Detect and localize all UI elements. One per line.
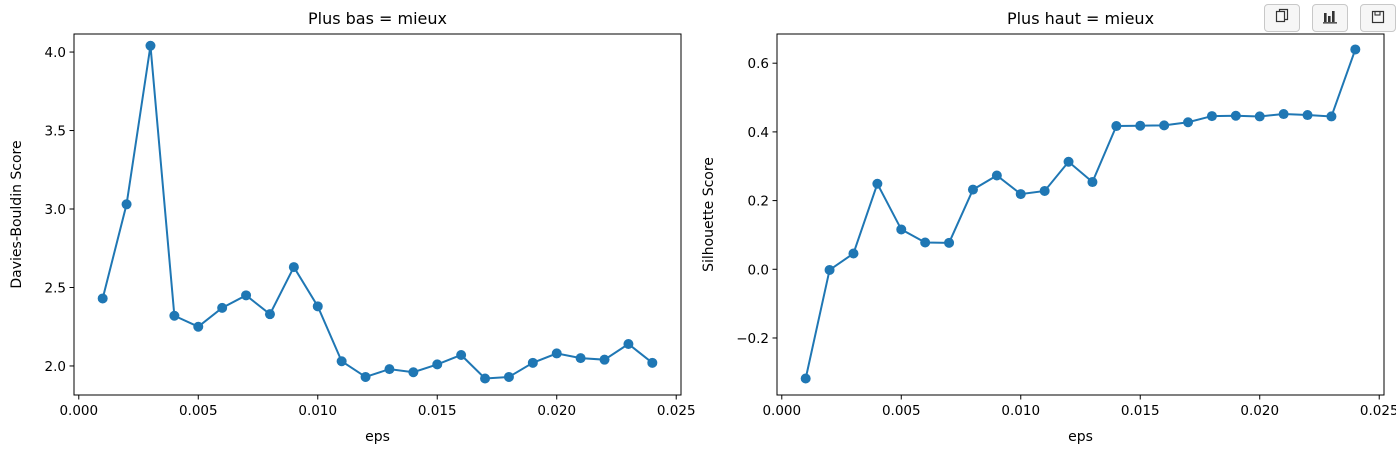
data-point (145, 40, 156, 51)
data-point (1159, 120, 1170, 131)
data-point (288, 262, 299, 273)
data-point (1111, 121, 1122, 132)
data-point (480, 373, 491, 384)
data-point (848, 248, 859, 259)
y-tick-label: 4.0 (45, 45, 66, 61)
data-point (384, 364, 395, 375)
x-tick-label: 0.010 (1001, 403, 1040, 419)
x-tick-label: 0.005 (882, 403, 921, 419)
data-point (193, 321, 204, 332)
bar-chart-button[interactable] (1312, 4, 1348, 32)
data-point (967, 184, 978, 195)
chart-1: Plus bas = mieux 0.000 0.005 0.010 0.015 0.02… (9, 9, 696, 445)
chart-title: Plus bas = mieux (308, 9, 447, 28)
x-axis-label: eps (1068, 429, 1093, 445)
x-tick-label: 0.020 (1240, 403, 1279, 419)
data-point (169, 310, 180, 321)
x-tick-label: 0.020 (537, 403, 576, 419)
x-axis-label: eps (365, 429, 390, 445)
y-axis-label: Silhouette Score (701, 157, 717, 272)
y-tick-label: 0.2 (748, 194, 769, 210)
data-point (1278, 109, 1289, 120)
chart-2: Plus haut = mieux 0.000 0.005 0.010 0.015 0.0… (701, 9, 1396, 445)
save-button[interactable] (1360, 4, 1396, 32)
data-point (896, 224, 907, 235)
x-tick-label: 0.025 (1360, 403, 1396, 419)
data-point (312, 301, 323, 312)
x-tick-label: 0.010 (298, 403, 337, 419)
x-tick-label: 0.025 (657, 403, 696, 419)
data-point (1039, 185, 1050, 196)
x-tick-label: 0.005 (179, 403, 218, 419)
y-tick-label: 0.6 (748, 56, 769, 72)
data-point (336, 356, 347, 367)
copy-icon (1275, 8, 1289, 28)
data-point (1254, 111, 1265, 122)
plot-frame (73, 33, 682, 396)
data-point (920, 237, 931, 248)
y-tick-label: 3.0 (45, 202, 66, 218)
save-icon (1371, 9, 1385, 28)
data-point (527, 357, 538, 368)
data-point (503, 371, 514, 382)
data-point (1350, 44, 1361, 55)
data-point (1206, 111, 1217, 122)
data-point (991, 170, 1002, 181)
data-point (1230, 110, 1241, 121)
bar-chart-icon (1322, 9, 1338, 28)
series-line (101, 45, 653, 380)
data-point (623, 338, 634, 349)
data-point (1326, 111, 1337, 122)
data-point (97, 293, 108, 304)
series-line (804, 49, 1357, 379)
y-tick-label: 0.4 (748, 125, 769, 141)
data-point (1087, 177, 1098, 188)
data-point (647, 357, 658, 368)
data-point (872, 178, 883, 189)
x-tick-label: 0.015 (1121, 403, 1160, 419)
data-point (800, 373, 811, 384)
data-point (360, 371, 371, 382)
plot-frame (776, 33, 1385, 396)
data-point (824, 264, 835, 275)
x-tick-label: 0.000 (59, 403, 98, 419)
data-point (432, 359, 443, 370)
data-point (241, 290, 252, 301)
y-tick-label: 2.5 (45, 280, 66, 296)
data-point (264, 309, 275, 320)
data-point (1183, 117, 1194, 128)
data-point (217, 302, 228, 313)
figure-toolbar (1264, 4, 1396, 32)
data-point (121, 199, 132, 210)
y-axis-label: Davies-Bouldin Score (9, 140, 25, 288)
y-tick-label: 2.0 (45, 359, 66, 375)
x-tick-label: 0.015 (418, 403, 457, 419)
data-point (575, 353, 586, 364)
data-point (1015, 189, 1026, 200)
data-point (551, 348, 562, 359)
y-tick-label: −0.2 (736, 331, 769, 347)
copy-button[interactable] (1264, 4, 1300, 32)
data-point (944, 237, 955, 248)
data-point (408, 367, 419, 378)
data-point (1135, 120, 1146, 131)
chart-title: Plus haut = mieux (1007, 9, 1154, 28)
y-tick-label: 3.5 (45, 124, 66, 140)
y-tick-label: 0.0 (748, 262, 769, 278)
x-tick-label: 0.000 (762, 403, 801, 419)
data-point (599, 354, 610, 365)
data-point (456, 349, 467, 360)
data-point (1063, 156, 1074, 167)
data-point (1302, 110, 1313, 121)
